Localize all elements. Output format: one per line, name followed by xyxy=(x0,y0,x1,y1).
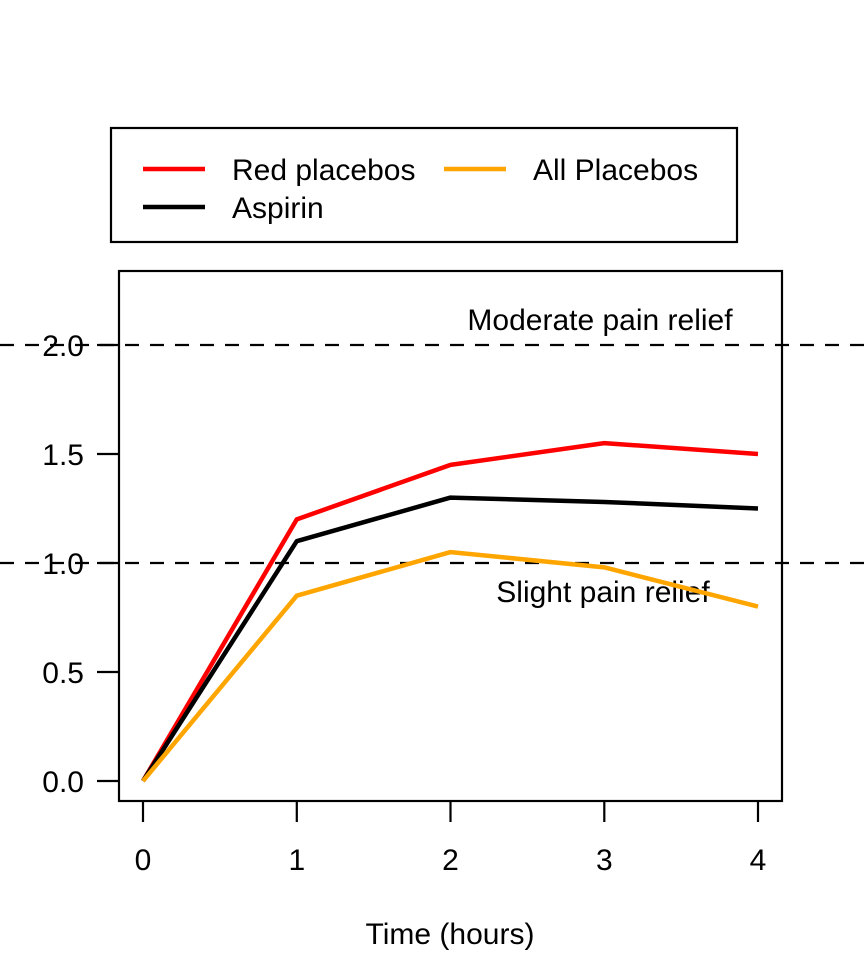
line-all-placebos xyxy=(141,549,759,783)
x-tick-label: 0 xyxy=(135,844,152,877)
y-tick-label: 0.0 xyxy=(42,766,84,799)
x-axis: 0 1 2 3 4 xyxy=(135,801,767,877)
moderate-pain-relief-label: Moderate pain relief xyxy=(467,304,733,337)
legend: Red placebos Aspirin All Placebos xyxy=(109,126,739,244)
line-red-placebos xyxy=(141,440,759,783)
y-tick-label: 0.5 xyxy=(42,657,84,690)
line-aspirin xyxy=(141,495,759,783)
legend-label-aspirin: Aspirin xyxy=(232,192,324,225)
x-axis-title: Time (hours) xyxy=(366,918,535,951)
legend-item-all-placebos: All Placebos xyxy=(444,154,698,187)
legend-label-all-placebos: All Placebos xyxy=(533,154,698,187)
x-tick-label: 1 xyxy=(288,844,305,877)
legend-label-red-placebos: Red placebos xyxy=(232,154,415,187)
y-tick-label: 2.0 xyxy=(42,330,84,363)
x-tick-label: 4 xyxy=(750,844,767,877)
y-axis: 0.0 0.5 1.0 1.5 2.0 xyxy=(42,330,119,799)
legend-item-red-placebos: Red placebos xyxy=(143,154,415,187)
slight-pain-relief-label: Slight pain relief xyxy=(496,576,710,609)
y-tick-label: 1.5 xyxy=(42,439,84,472)
x-tick-label: 2 xyxy=(442,844,459,877)
legend-box xyxy=(109,126,739,244)
plot-border xyxy=(117,269,784,803)
legend-item-aspirin: Aspirin xyxy=(143,192,324,225)
x-tick-label: 3 xyxy=(596,844,613,877)
y-tick-label: 1.0 xyxy=(42,548,84,581)
